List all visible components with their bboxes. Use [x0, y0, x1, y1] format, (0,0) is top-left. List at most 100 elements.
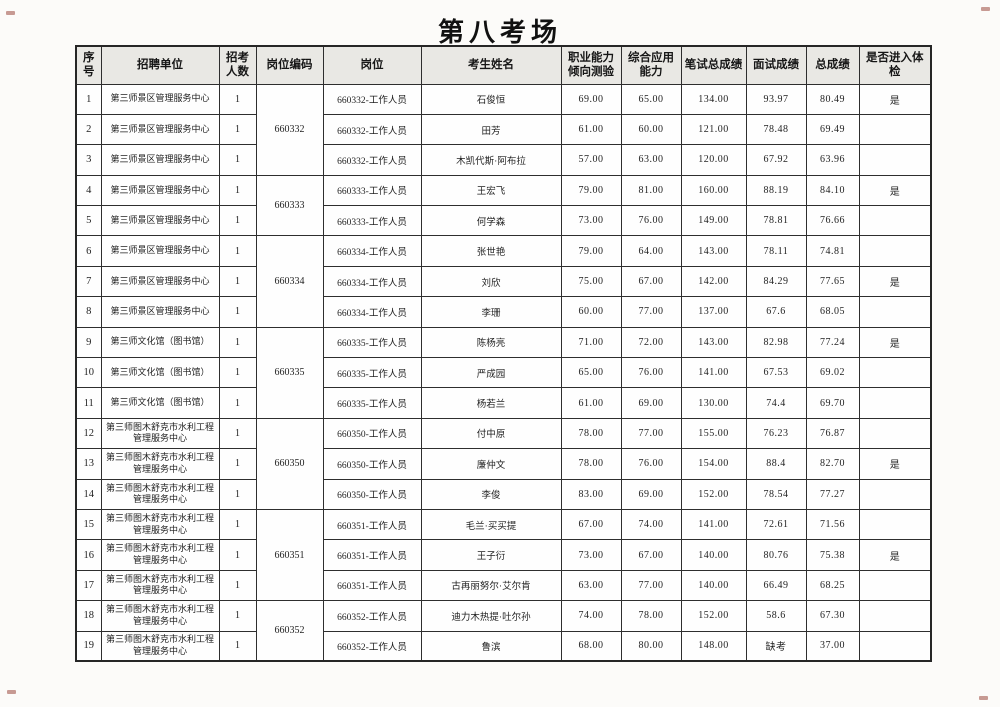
table-row: 11 第三师文化馆（图书馆） 1 660335-工作人员 杨若兰 61.00 69.00 13… — [75, 387, 932, 419]
cell-comprehensive: 69.00 — [620, 387, 682, 419]
cell-count: 1 — [218, 630, 257, 662]
cell-seq: 16 — [75, 539, 102, 571]
cell-written_total: 141.00 — [680, 357, 747, 389]
cell-count: 1 — [218, 539, 257, 571]
cell-interview: 58.6 — [745, 600, 807, 632]
cell-name: 李俊 — [420, 478, 562, 510]
cell-total: 67.30 — [805, 600, 860, 632]
cell-count: 1 — [218, 83, 257, 115]
table-row: 2 第三师景区管理服务中心 1 660332-工作人员 田芳 61.00 60.00 121.… — [75, 113, 932, 146]
cell-name: 古再丽努尔·艾尔肯 — [420, 569, 562, 602]
table-row: 1 第三师景区管理服务中心 1 660332 660332-工作人员 石俊恒 69.00 65… — [75, 83, 932, 176]
cell-physical: 是 — [858, 326, 932, 359]
cell-count: 1 — [218, 600, 257, 632]
cell-comprehensive: 77.00 — [620, 569, 682, 602]
cell-comprehensive: 76.00 — [620, 448, 682, 480]
cell-comprehensive: 69.00 — [620, 478, 682, 510]
cell-aptitude: 67.00 — [560, 508, 622, 541]
cell-name: 田芳 — [420, 113, 562, 146]
cell-comprehensive: 76.00 — [620, 357, 682, 389]
cell-code: 660333 — [255, 174, 324, 237]
cell-physical — [858, 508, 932, 541]
cell-interview: 93.97 — [745, 83, 807, 115]
cell-total: 69.02 — [805, 357, 860, 389]
cell-comprehensive: 64.00 — [620, 235, 682, 267]
cell-total: 69.49 — [805, 113, 860, 146]
cell-position: 660335-工作人员 — [322, 387, 422, 419]
cell-position: 660350-工作人员 — [322, 448, 422, 480]
cell-interview: 67.53 — [745, 357, 807, 389]
cell-name: 木凯代斯·阿布拉 — [420, 144, 562, 176]
cell-name: 刘欣 — [420, 265, 562, 298]
table-row: 16 第三师图木舒克市水利工程管理服务中心 1 660351-工作人员 王子衍 73.00… — [75, 539, 932, 571]
cell-comprehensive: 74.00 — [620, 508, 682, 541]
cell-unit: 第三师景区管理服务中心 — [100, 265, 220, 298]
table-row: 5 第三师景区管理服务中心 1 660333-工作人员 何学森 73.00 76.00 149… — [75, 205, 932, 237]
cell-physical — [858, 144, 932, 176]
cell-physical — [858, 205, 932, 237]
cell-unit: 第三师图木舒克市水利工程管理服务中心 — [100, 478, 220, 510]
cell-unit: 第三师景区管理服务中心 — [100, 296, 220, 328]
cell-unit: 第三师文化馆（图书馆） — [100, 357, 220, 389]
cell-aptitude: 74.00 — [560, 600, 622, 632]
cell-count: 1 — [218, 357, 257, 389]
table-row: 3 第三师景区管理服务中心 1 660332-工作人员 木凯代斯·阿布拉 57.00 63.… — [75, 144, 932, 176]
cell-interview: 缺考 — [745, 630, 807, 662]
cell-comprehensive: 67.00 — [620, 539, 682, 571]
cell-seq: 19 — [75, 630, 102, 662]
cell-position: 660351-工作人员 — [322, 539, 422, 571]
cell-written_total: 154.00 — [680, 448, 747, 480]
cell-count: 1 — [218, 417, 257, 450]
cell-written_total: 134.00 — [680, 83, 747, 115]
cell-aptitude: 68.00 — [560, 630, 622, 662]
cell-code: 660334 — [255, 235, 324, 328]
header-seq: 序号 — [75, 45, 102, 85]
cell-aptitude: 75.00 — [560, 265, 622, 298]
cell-name: 鲁滨 — [420, 630, 562, 662]
header-code: 岗位编码 — [255, 45, 324, 85]
cell-interview: 66.49 — [745, 569, 807, 602]
scan-corner-mark — [979, 696, 988, 700]
cell-unit: 第三师图木舒克市水利工程管理服务中心 — [100, 630, 220, 662]
cell-physical: 是 — [858, 448, 932, 480]
cell-unit: 第三师景区管理服务中心 — [100, 113, 220, 146]
cell-interview: 82.98 — [745, 326, 807, 359]
page-title: 第八考场 — [437, 18, 562, 47]
cell-aptitude: 83.00 — [560, 478, 622, 510]
cell-written_total: 152.00 — [680, 478, 747, 510]
cell-total: 80.49 — [805, 83, 860, 115]
cell-position: 660334-工作人员 — [322, 235, 422, 267]
cell-code: 660352 — [255, 600, 324, 662]
cell-position: 660350-工作人员 — [322, 417, 422, 450]
table-header: 序号 招聘单位 招考人数 岗位编码 岗位 考生姓名 职业能力倾向测验 综合应用能… — [75, 45, 932, 85]
header-count: 招考人数 — [218, 45, 257, 85]
cell-comprehensive: 76.00 — [620, 205, 682, 237]
cell-unit: 第三师图木舒克市水利工程管理服务中心 — [100, 508, 220, 541]
cell-seq: 6 — [75, 235, 102, 267]
cell-seq: 2 — [75, 113, 102, 146]
cell-aptitude: 57.00 — [560, 144, 622, 176]
cell-comprehensive: 81.00 — [620, 174, 682, 207]
table-body: 1 第三师景区管理服务中心 1 660332 660332-工作人员 石俊恒 69.00 65… — [75, 83, 932, 662]
results-table-container: 序号 招聘单位 招考人数 岗位编码 岗位 考生姓名 职业能力倾向测验 综合应用能… — [75, 45, 932, 663]
cell-position: 660351-工作人员 — [322, 569, 422, 602]
cell-name: 严成园 — [420, 357, 562, 389]
cell-written_total: 152.00 — [680, 600, 747, 632]
cell-aptitude: 73.00 — [560, 205, 622, 237]
cell-count: 1 — [218, 265, 257, 298]
cell-comprehensive: 72.00 — [620, 326, 682, 359]
cell-count: 1 — [218, 174, 257, 207]
cell-name: 毛兰·买买提 — [420, 508, 562, 541]
cell-unit: 第三师图木舒克市水利工程管理服务中心 — [100, 539, 220, 571]
cell-unit: 第三师图木舒克市水利工程管理服务中心 — [100, 600, 220, 632]
cell-count: 1 — [218, 387, 257, 419]
cell-interview: 84.29 — [745, 265, 807, 298]
cell-name: 王宏飞 — [420, 174, 562, 207]
cell-aptitude: 73.00 — [560, 539, 622, 571]
cell-aptitude: 78.00 — [560, 417, 622, 450]
cell-comprehensive: 67.00 — [620, 265, 682, 298]
cell-position: 660335-工作人员 — [322, 357, 422, 389]
cell-total: 69.70 — [805, 387, 860, 419]
table-row: 10 第三师文化馆（图书馆） 1 660335-工作人员 严成园 65.00 76.00 14… — [75, 357, 932, 389]
